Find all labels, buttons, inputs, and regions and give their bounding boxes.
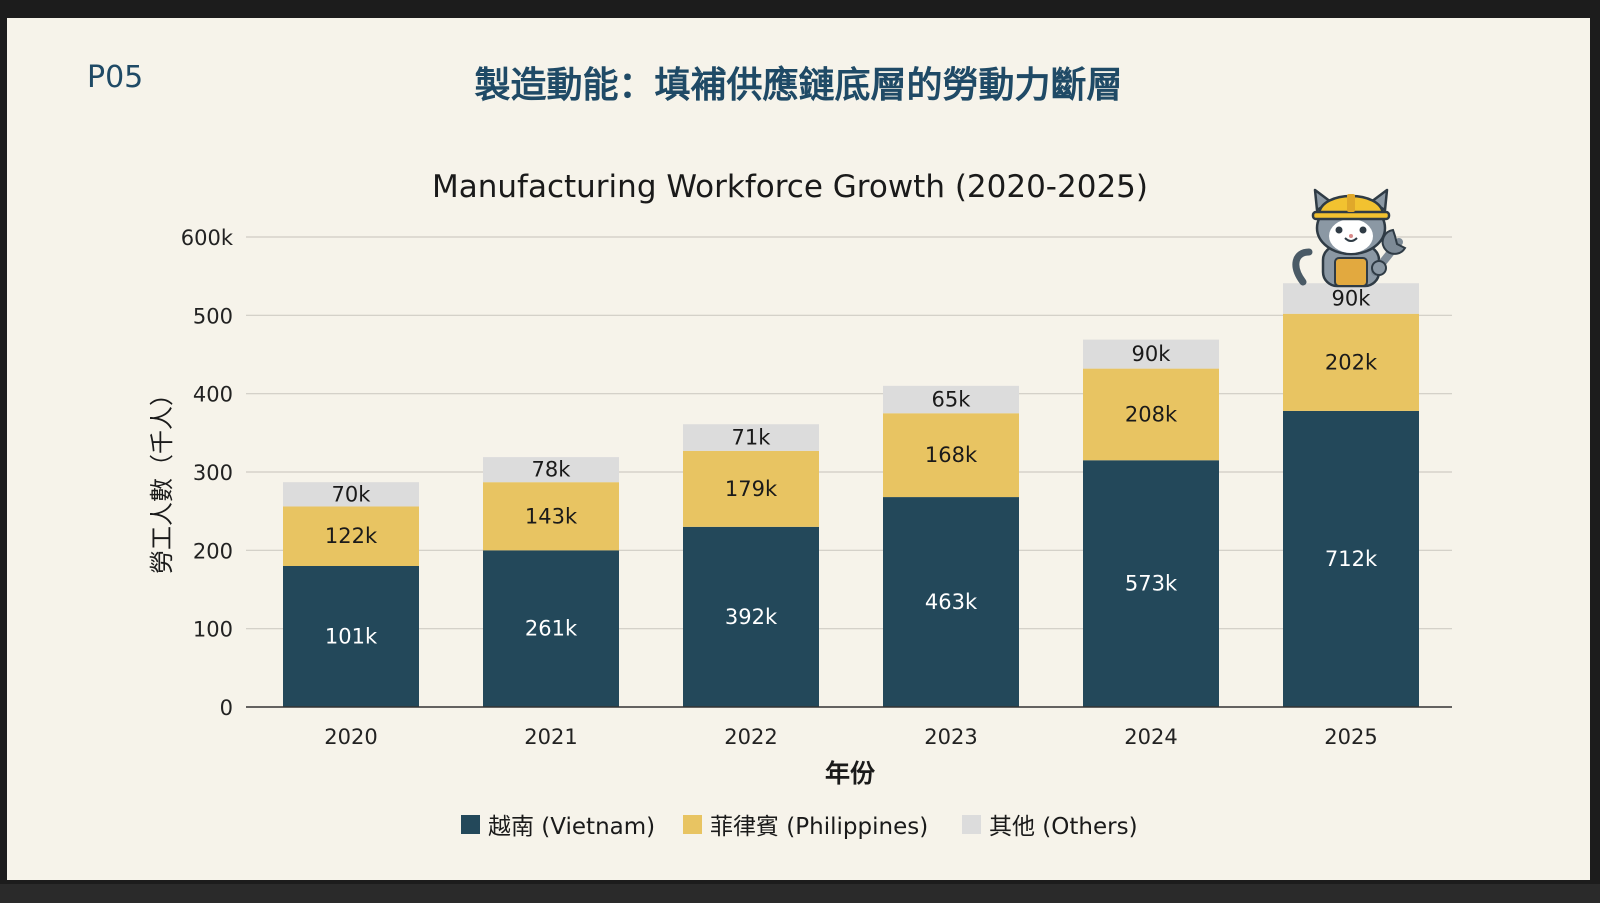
bar-segment-philippines (283, 506, 419, 566)
bar-label-philippines: 202k (1325, 350, 1378, 374)
x-tick-label: 2024 (1124, 725, 1177, 749)
y-axis-label: 勞工人數（千人） (148, 382, 176, 574)
bars: 101k 122k 70k 261k 143k 78k 392k 179k 71k 463k 168… (283, 283, 1419, 707)
bar-label-vietnam: 573k (1125, 572, 1178, 596)
chart-title: Manufacturing Workforce Growth (2020-202… (432, 169, 1148, 205)
bar-segment-vietnam (483, 550, 619, 707)
bar-label-philippines: 208k (1125, 402, 1178, 426)
y-tick-label: 400 (193, 383, 233, 407)
bar-segment-others (883, 385, 1019, 414)
x-tick-label: 2025 (1324, 725, 1377, 749)
legend-label-others: 其他 (Others) (989, 814, 1138, 840)
bar-label-others: 71k (732, 426, 772, 450)
bar-label-vietnam: 101k (325, 625, 378, 649)
bar-segment-vietnam (883, 497, 1019, 707)
bar-segment-vietnam (683, 526, 819, 707)
bar-label-others: 90k (1332, 286, 1372, 310)
bar-segment-others (1283, 283, 1419, 314)
bar-label-philippines: 122k (325, 524, 378, 548)
bar-label-others: 78k (532, 458, 572, 482)
bar-label-philippines: 168k (925, 443, 978, 467)
legend-swatch-others (962, 815, 981, 834)
legend-label-vietnam: 越南 (Vietnam) (488, 814, 655, 840)
bar-label-others: 70k (332, 482, 372, 506)
bar-segment-others (1083, 339, 1219, 369)
bar-label-vietnam: 712k (1325, 547, 1378, 571)
y-tick-label: 500 (193, 304, 233, 328)
x-tick-label: 2021 (524, 725, 577, 749)
bar-segment-others (283, 482, 419, 507)
x-tick-label: 2020 (324, 725, 377, 749)
bar-label-others: 90k (1132, 342, 1172, 366)
legend-label-philippines: 菲律賓 (Philippines) (710, 814, 928, 840)
cat-worker-mascot-icon (1292, 188, 1407, 288)
x-tick-label: 2022 (724, 725, 777, 749)
bar-segment-philippines (1083, 368, 1219, 461)
bar-label-philippines: 143k (525, 504, 578, 528)
bar-segment-philippines (883, 413, 1019, 498)
page-number: P05 (87, 60, 144, 95)
y-tick-label: 300 (193, 461, 233, 485)
y-tick-label: 0 (220, 696, 233, 720)
y-axis-ticks: 0 100 200 300 400 500 600k (181, 226, 234, 720)
bar-segment-philippines (1283, 313, 1419, 411)
bar-segment-philippines (483, 482, 619, 551)
x-axis-label: 年份 (825, 759, 875, 788)
bar-label-vietnam: 261k (525, 617, 578, 641)
y-tick-label: 600k (181, 226, 234, 250)
legend-swatch-vietnam (461, 815, 480, 834)
y-tick-label: 200 (193, 539, 233, 563)
page-title: 製造動能：填補供應鏈底層的勞動力斷層 (474, 65, 1123, 106)
y-tick-label: 100 (193, 618, 233, 642)
bar-segment-vietnam (1083, 460, 1219, 707)
bar-label-others: 65k (932, 388, 972, 412)
window-bottom-strip (0, 884, 1600, 903)
x-axis-ticks: 2020 2021 2022 2023 2024 2025 (324, 725, 1377, 749)
legend-swatch-philippines (683, 815, 702, 834)
bar-segment-others (683, 424, 819, 451)
bar-label-vietnam: 463k (925, 590, 978, 614)
bar-label-vietnam: 392k (725, 605, 778, 629)
bar-segment-vietnam (1283, 410, 1419, 707)
gridlines (246, 236, 1452, 630)
bar-label-philippines: 179k (725, 477, 778, 501)
bar-segment-philippines (683, 450, 819, 527)
bar-segment-vietnam (283, 566, 419, 707)
legend: 越南 (Vietnam) 菲律賓 (Philippines) 其他 (Other… (461, 814, 1138, 840)
x-tick-label: 2023 (924, 725, 977, 749)
bar-segment-others (483, 457, 619, 483)
